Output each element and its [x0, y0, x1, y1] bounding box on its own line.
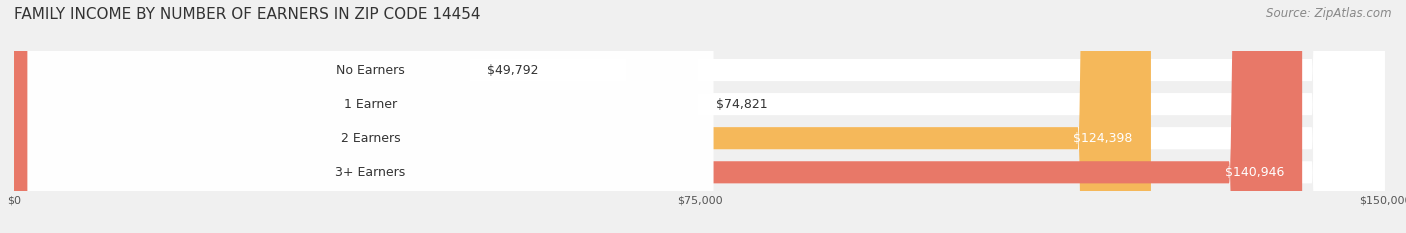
- FancyBboxPatch shape: [14, 0, 1385, 233]
- FancyBboxPatch shape: [14, 0, 470, 233]
- Text: 3+ Earners: 3+ Earners: [336, 166, 405, 179]
- FancyBboxPatch shape: [14, 0, 1302, 233]
- Text: No Earners: No Earners: [336, 64, 405, 76]
- FancyBboxPatch shape: [28, 0, 713, 233]
- FancyBboxPatch shape: [14, 0, 1385, 233]
- Text: $124,398: $124,398: [1073, 132, 1133, 145]
- Text: FAMILY INCOME BY NUMBER OF EARNERS IN ZIP CODE 14454: FAMILY INCOME BY NUMBER OF EARNERS IN ZI…: [14, 7, 481, 22]
- Text: $49,792: $49,792: [488, 64, 538, 76]
- FancyBboxPatch shape: [14, 0, 1385, 233]
- Text: $74,821: $74,821: [716, 98, 768, 111]
- FancyBboxPatch shape: [14, 0, 1152, 233]
- FancyBboxPatch shape: [28, 0, 713, 233]
- FancyBboxPatch shape: [28, 0, 713, 233]
- Text: Source: ZipAtlas.com: Source: ZipAtlas.com: [1267, 7, 1392, 20]
- Text: 1 Earner: 1 Earner: [344, 98, 396, 111]
- Text: $140,946: $140,946: [1225, 166, 1284, 179]
- FancyBboxPatch shape: [14, 0, 697, 233]
- Text: 2 Earners: 2 Earners: [340, 132, 401, 145]
- FancyBboxPatch shape: [14, 0, 1385, 233]
- FancyBboxPatch shape: [28, 0, 713, 233]
